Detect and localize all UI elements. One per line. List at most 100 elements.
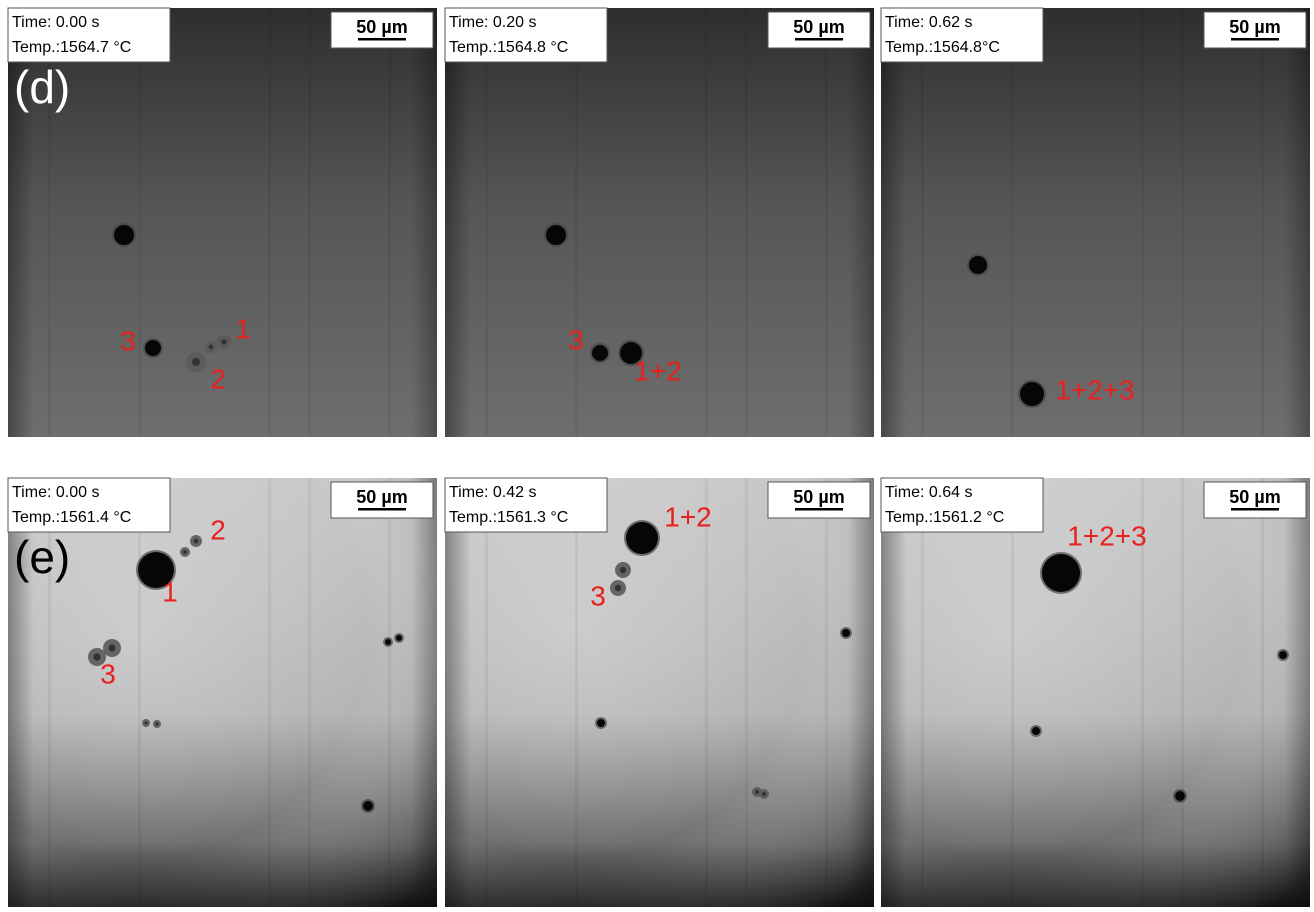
particle: [842, 629, 850, 637]
scale-bar: [358, 508, 406, 511]
particle-core: [194, 539, 199, 544]
particle: [1042, 554, 1080, 592]
particle-label: 3: [568, 324, 584, 355]
particle-label: 3: [590, 580, 606, 611]
particle: [1020, 382, 1044, 406]
particle: [1175, 791, 1185, 801]
image-panel: 3 12 Time: 0.00 s Temp.:1564.7 °C 50 µm (d): [8, 8, 437, 437]
particle-core: [762, 792, 766, 796]
particle: [1032, 727, 1040, 735]
streak: [921, 8, 924, 437]
scale-label: 50 µm: [356, 487, 407, 507]
time-label: Time: 0.20 s: [449, 14, 536, 31]
scale-bar: [795, 38, 843, 41]
temperature-label: Temp.:1561.2 °C: [885, 509, 1004, 526]
scale-label: 50 µm: [356, 17, 407, 37]
particle-label: 3: [100, 658, 116, 689]
panel-edge: [881, 8, 1310, 437]
streak: [1141, 8, 1144, 437]
scale-bar: [1231, 38, 1279, 41]
particle: [626, 522, 658, 554]
streak: [705, 478, 708, 907]
particle-label: 2: [210, 514, 226, 545]
particle-label: 3: [120, 325, 136, 356]
streak: [745, 8, 748, 437]
image-panel: 3 1+2 Time: 0.20 s Temp.:1564.8 °C 50 µm: [445, 8, 874, 437]
image-panel: 2 1 3 Time: 0.00 s Temp.:1561.4 °C 50 µm (e): [8, 478, 437, 907]
scale-label: 50 µm: [793, 487, 844, 507]
streak: [921, 478, 924, 907]
streak: [308, 478, 311, 907]
streak: [745, 478, 748, 907]
scale-bar: [358, 38, 406, 41]
streak: [1011, 8, 1014, 437]
particle-core: [209, 345, 214, 350]
particle: [363, 801, 373, 811]
particle-label: 1+2: [664, 501, 712, 532]
temperature-label: Temp.:1564.8°C: [885, 39, 1000, 56]
scale-label: 50 µm: [1229, 17, 1280, 37]
particle-core: [155, 722, 158, 725]
streak: [388, 478, 391, 907]
particle: [546, 225, 566, 245]
row-label: (d): [14, 61, 70, 113]
figure: 312Time: 0.00 sTemp.:1564.7 °C50 µm(d)31…: [0, 0, 1314, 907]
streak: [308, 8, 311, 437]
particle-label: 2: [210, 363, 226, 394]
particle-core: [144, 721, 147, 724]
particle-core: [192, 358, 200, 366]
particle-label: 1+2+3: [1067, 520, 1146, 551]
particle-core: [620, 567, 626, 573]
particle: [114, 225, 134, 245]
particle: [969, 256, 987, 274]
particle-core: [221, 339, 227, 345]
particle-label: 1: [235, 313, 251, 344]
particle: [597, 719, 605, 727]
scale-label: 50 µm: [793, 17, 844, 37]
image-panel: 1+2+3 Time: 0.62 s Temp.:1564.8°C 50 µm: [881, 8, 1310, 437]
streak: [1181, 8, 1184, 437]
page: {"rows": [ {"label": "(d)", "panels": [ …: [0, 0, 1314, 907]
streak: [575, 478, 578, 907]
streak: [138, 478, 141, 907]
time-label: Time: 0.00 s: [12, 14, 99, 31]
time-label: Time: 0.64 s: [885, 484, 972, 501]
streak: [268, 8, 271, 437]
time-label: Time: 0.42 s: [449, 484, 536, 501]
particle: [385, 639, 391, 645]
image-panel: 1+2+3 Time: 0.64 s Temp.:1561.2 °C 50 µm: [881, 478, 1310, 907]
streak: [388, 8, 391, 437]
particle-core: [755, 790, 759, 794]
streak: [1261, 478, 1264, 907]
particle: [592, 345, 608, 361]
particle-label: 1+2: [634, 355, 682, 386]
streak: [1011, 478, 1014, 907]
scale-label: 50 µm: [1229, 487, 1280, 507]
scale-bar: [795, 508, 843, 511]
streak: [825, 8, 828, 437]
particle-core: [108, 644, 115, 651]
temperature-label: Temp.:1564.7 °C: [12, 39, 131, 56]
particle-label: 1: [162, 576, 178, 607]
streak: [825, 478, 828, 907]
streak: [1181, 478, 1184, 907]
particle: [145, 340, 161, 356]
time-label: Time: 0.62 s: [885, 14, 972, 31]
temperature-label: Temp.:1561.4 °C: [12, 509, 131, 526]
particle: [1279, 651, 1287, 659]
particle-label: 1+2+3: [1055, 374, 1134, 405]
image-panel: 1+2 3 Time: 0.42 s Temp.:1561.3 °C 50 µm: [445, 478, 874, 907]
streak: [485, 478, 488, 907]
particle-core: [615, 585, 621, 591]
temperature-label: Temp.:1564.8 °C: [449, 39, 568, 56]
streak: [268, 478, 271, 907]
streak: [485, 8, 488, 437]
streak: [705, 8, 708, 437]
row-label: (e): [14, 531, 70, 583]
streak: [575, 8, 578, 437]
time-label: Time: 0.00 s: [12, 484, 99, 501]
streak: [138, 8, 141, 437]
scale-bar: [1231, 508, 1279, 511]
temperature-label: Temp.:1561.3 °C: [449, 509, 568, 526]
streak: [1261, 8, 1264, 437]
